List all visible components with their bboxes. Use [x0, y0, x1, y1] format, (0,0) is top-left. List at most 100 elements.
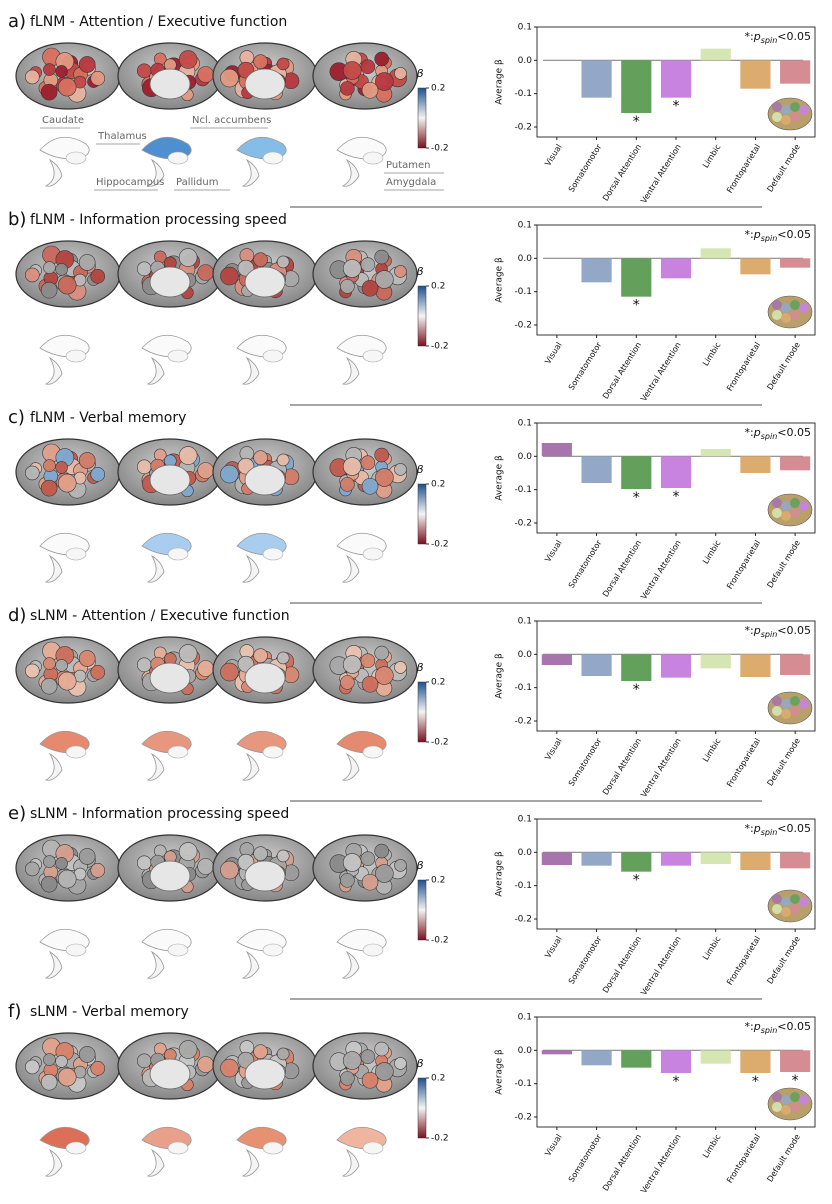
subcortical-shape — [65, 151, 87, 165]
brain-parcel — [361, 279, 379, 297]
subcortical — [336, 928, 387, 979]
subcortical — [336, 136, 387, 187]
brain-parcel — [136, 657, 152, 673]
icon-patch — [790, 706, 800, 716]
subcortical — [39, 532, 90, 583]
y-tick-label: -0.1 — [514, 287, 532, 297]
icon-patch — [772, 300, 782, 310]
medial-wall — [149, 860, 191, 892]
colorbar-label: β — [415, 265, 423, 278]
brain-parcel — [360, 851, 376, 867]
subcortical-shape — [167, 1141, 189, 1155]
brain-parcel — [276, 57, 290, 71]
bar — [660, 60, 692, 98]
significance-marker: * — [792, 1073, 799, 1089]
x-tick-label: Somatomotor — [567, 934, 604, 986]
x-tick-label: Ventral Attention — [639, 341, 683, 403]
subcortical-shape — [341, 752, 360, 781]
y-tick-label: 0.1 — [518, 815, 532, 825]
note-suffix: <0.05 — [777, 822, 811, 835]
icon-patch — [790, 310, 800, 320]
brain-parcel — [342, 655, 362, 674]
significance-note: *:pspin<0.05 — [745, 624, 811, 639]
subcortical-shape — [44, 752, 63, 781]
note-subscript: spin — [761, 1026, 778, 1035]
icon-patch — [772, 310, 782, 320]
note-subscript: spin — [761, 234, 778, 243]
brain-parcel — [178, 1040, 198, 1059]
medial-wall — [244, 662, 286, 694]
note-symbol: p — [753, 624, 761, 637]
y-tick-label: -0.1 — [514, 485, 532, 495]
x-tick-label: Ventral Attention — [639, 1133, 683, 1195]
brain-surface — [312, 1032, 418, 1100]
bar — [780, 852, 811, 869]
colorbar — [417, 285, 427, 347]
brain-parcel — [342, 1051, 362, 1070]
brain-parcel — [342, 61, 362, 80]
x-tick-label: Limbic — [701, 341, 723, 368]
y-tick-label: 0.0 — [518, 56, 533, 66]
x-tick-label: Limbic — [701, 935, 723, 962]
brain-parcel — [136, 459, 152, 475]
brain-parcel — [90, 467, 106, 482]
x-tick-label: Frontoparietal — [725, 1133, 762, 1185]
brain-parcel — [220, 662, 239, 682]
x-tick-label: Default mode — [765, 737, 802, 788]
brain-parcel — [197, 660, 214, 677]
brain-parcel — [340, 279, 355, 294]
x-tick-label: Dorsal Attention — [601, 1133, 643, 1193]
bar — [780, 1050, 811, 1072]
structure-label: Amygdala — [386, 177, 436, 188]
icon-patch — [799, 501, 809, 511]
brain-surface — [15, 240, 121, 308]
icon-patch — [781, 699, 791, 709]
brain-parcel — [340, 873, 355, 888]
subcortical — [236, 1126, 287, 1177]
icon-patch — [790, 1092, 800, 1102]
subcortical-shape — [65, 745, 87, 759]
note-symbol: p — [753, 30, 761, 43]
brain-surface — [312, 636, 418, 704]
subcortical — [141, 730, 192, 781]
brain-parcel — [374, 1041, 389, 1057]
icon-patch — [790, 904, 800, 914]
panel-title: fLNM - Verbal memory — [30, 410, 186, 426]
brain-parcel — [90, 71, 106, 86]
icon-patch — [781, 511, 791, 521]
bar — [541, 443, 572, 457]
subcortical — [336, 334, 387, 385]
brain-surface — [312, 834, 418, 902]
y-axis-label: Average β — [495, 1049, 505, 1095]
medial-wall — [244, 860, 286, 892]
brain-parcel — [276, 453, 290, 467]
subcortical-shape — [146, 554, 165, 583]
subcortical-shape — [362, 349, 384, 363]
brain-parcel — [374, 447, 389, 463]
brain-parcel — [197, 66, 214, 83]
significance-marker: * — [752, 1074, 759, 1090]
icon-patch — [799, 699, 809, 709]
colorbar — [417, 483, 427, 545]
note-prefix: *: — [745, 1020, 754, 1033]
panel-title: sLNM - Information processing speed — [30, 806, 289, 822]
bar — [660, 852, 692, 866]
x-tick-label: Frontoparietal — [725, 143, 762, 195]
icon-patch — [781, 1105, 791, 1115]
significance-marker: * — [633, 873, 640, 889]
icon-patch — [781, 709, 791, 719]
y-tick-label: 0.1 — [518, 1013, 532, 1023]
note-symbol: p — [753, 1020, 761, 1033]
icon-patch — [772, 1102, 782, 1112]
subcortical-shape — [341, 950, 360, 979]
structure-label: Hippocampus — [96, 177, 164, 188]
subcortical-shape — [262, 151, 284, 165]
brain-parcel — [361, 477, 379, 495]
icon-patch — [790, 1102, 800, 1112]
x-tick-label: Dorsal Attention — [601, 341, 643, 401]
icon-patch — [781, 1095, 791, 1105]
icon-patch — [790, 102, 800, 112]
icon-patch — [781, 105, 791, 115]
subcortical — [236, 928, 287, 979]
brain-parcel — [40, 83, 58, 101]
